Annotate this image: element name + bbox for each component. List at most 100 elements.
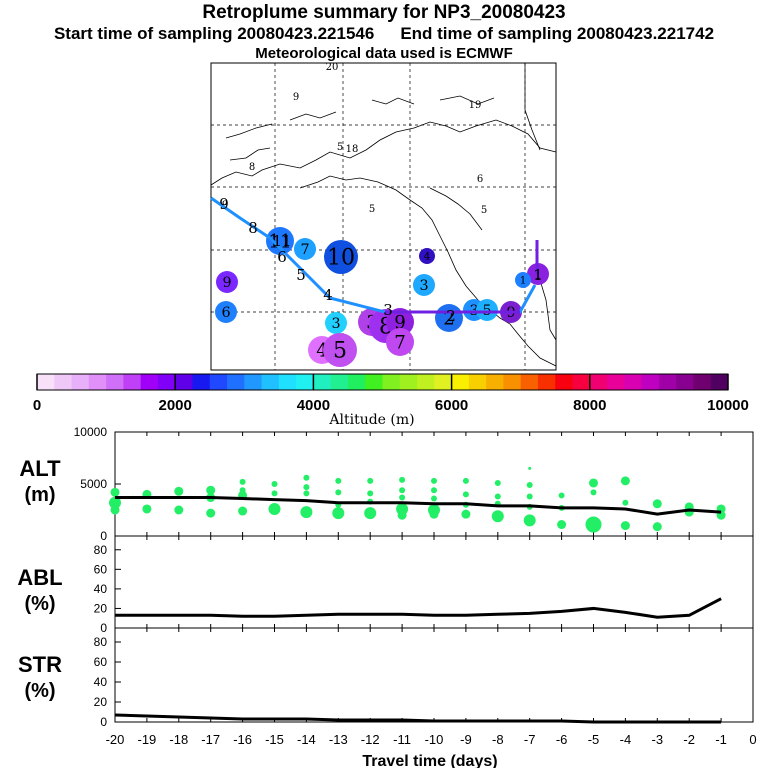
colorbar-swatch (106, 374, 124, 390)
colorbar-swatch (711, 374, 729, 390)
colorbar-swatch (486, 374, 504, 390)
colorbar-tick-label: 6000 (435, 397, 468, 414)
colorbar-swatch (434, 374, 452, 390)
colorbar-swatch (175, 374, 193, 390)
plume-marker: 3 (325, 312, 347, 334)
plume-label: 6 (221, 305, 230, 321)
colorbar-swatch (158, 374, 176, 390)
plume-marker: 6 (215, 301, 237, 323)
y-tick-label: 10000 (74, 425, 108, 439)
track-label: 2 (446, 307, 456, 325)
colorbar-tick-label: 2000 (159, 397, 192, 414)
plume-label: 3 (331, 316, 340, 332)
plume-marker: 1 (515, 272, 531, 288)
x-tick-label: -3 (652, 732, 664, 747)
panel-label: STR (18, 652, 62, 677)
plume-label: 3 (419, 278, 428, 294)
colorbar-tick-label: 0 (33, 397, 41, 414)
y-tick-label: 60 (94, 655, 108, 669)
altitude-dot (332, 507, 344, 519)
x-tick-label: -6 (556, 732, 568, 747)
series-line (115, 715, 721, 722)
colorbar-swatch (72, 374, 90, 390)
panel-abl: 0 20 40 60 80 ABL (%) (17, 536, 753, 635)
colorbar-swatch (573, 374, 591, 390)
x-tick-label: -15 (265, 732, 284, 747)
x-axis-label: Travel time (days) (362, 753, 497, 768)
colorbar-swatch (244, 374, 262, 390)
map-grid-number: 18 (346, 144, 359, 155)
colorbar-swatch (417, 374, 435, 390)
altitude-dot (621, 521, 630, 530)
colorbar-swatch (262, 374, 280, 390)
altitude-dot (589, 478, 598, 487)
colorbar-swatch (365, 374, 383, 390)
altitude-dot (431, 496, 437, 502)
altitude-dot (206, 509, 215, 518)
colorbar-swatch (279, 374, 297, 390)
colorbar-swatch (192, 374, 210, 390)
altitude-dot (142, 504, 151, 513)
altitude-dot (399, 495, 405, 501)
series-line (115, 498, 721, 515)
panel-label: ALT (19, 456, 61, 481)
altitude-dot (174, 487, 183, 496)
colorbar-swatch (296, 374, 314, 390)
panel-unit-label: (m) (24, 484, 55, 506)
colorbar-swatch (503, 374, 521, 390)
altitude-dot (527, 482, 533, 488)
panel-str: 020406080-20 -19 -18 -17 -16 -15 -14 -13 -12 -11-… (18, 628, 757, 768)
altitude-dot (303, 490, 309, 496)
altitude-dot (559, 492, 565, 498)
map-grid-number: 9 (293, 92, 299, 103)
plume-marker: 5 (323, 333, 357, 367)
altitude-dot (463, 491, 469, 497)
x-tick-label: -19 (138, 732, 157, 747)
colorbar-swatch (348, 374, 366, 390)
colorbar-swatch (89, 374, 107, 390)
altitude-dot (622, 500, 628, 506)
colorbar-swatch (452, 374, 470, 390)
map-grid-number: 5 (481, 205, 487, 216)
plume-marker: 10 (324, 240, 358, 274)
x-tick-label: -12 (361, 732, 380, 747)
x-tick-label: -8 (492, 732, 504, 747)
colorbar-swatch (693, 374, 711, 390)
track-label: 3 (383, 301, 393, 319)
colorbar-swatch (590, 374, 608, 390)
altitude-dot (653, 499, 662, 508)
altitude-dot (269, 503, 281, 515)
altitude-dot (335, 489, 341, 495)
colorbar-swatch (676, 374, 694, 390)
altitude-dot (303, 475, 309, 481)
plume-label: 1 (520, 275, 527, 287)
plume-label: 10 (327, 245, 355, 271)
plume-marker: 9 (216, 271, 238, 293)
y-tick-label: 20 (94, 695, 108, 709)
altitude-dot (461, 510, 470, 519)
x-tick-label: -4 (620, 732, 632, 747)
colorbar-swatch (210, 374, 228, 390)
x-tick-label: -1 (715, 732, 727, 747)
colorbar-swatch (521, 374, 539, 390)
altitude-dot (111, 506, 120, 515)
panel-frame (115, 432, 753, 536)
plume-marker: 5 (476, 299, 498, 321)
colorbar-swatch (469, 374, 487, 390)
altitude-dot (399, 487, 405, 493)
map-grid-number: 8 (249, 162, 255, 173)
altitude-dot (431, 487, 437, 493)
colorbar-swatch (383, 374, 401, 390)
altitude-dot (300, 506, 312, 518)
x-tick-label: -18 (169, 732, 188, 747)
plume-label: 7 (394, 332, 406, 353)
altitude-dot (240, 479, 246, 485)
y-tick-label: 0 (100, 621, 107, 635)
altitude-dot (591, 489, 597, 495)
colorbar-tick-label: 10000 (707, 397, 749, 414)
figure-canvas: 2091951886955911710436345389723591198116… (0, 0, 768, 768)
y-tick-label: 60 (94, 562, 108, 576)
panel-label: ABL (17, 565, 62, 590)
x-tick-label: -2 (683, 732, 695, 747)
x-tick-label: -7 (524, 732, 536, 747)
